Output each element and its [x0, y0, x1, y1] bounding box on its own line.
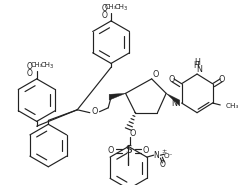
Text: O: O [159, 160, 165, 169]
Text: ±: ± [162, 149, 167, 154]
Text: O: O [152, 70, 159, 79]
Text: N: N [154, 151, 159, 160]
Text: O: O [91, 107, 98, 116]
Text: H: H [193, 61, 199, 70]
Text: CH₃: CH₃ [226, 103, 240, 109]
Text: CH₃: CH₃ [105, 4, 117, 10]
Text: O: O [101, 11, 107, 20]
Text: 3: 3 [124, 6, 127, 11]
Text: O: O [27, 69, 33, 78]
Text: O: O [27, 62, 33, 71]
Text: N: N [171, 99, 177, 108]
Text: CH: CH [41, 62, 51, 68]
Text: O: O [129, 129, 136, 138]
Polygon shape [166, 93, 180, 106]
Text: O: O [219, 75, 225, 84]
Polygon shape [109, 93, 126, 100]
Text: CH₃: CH₃ [31, 62, 43, 68]
Text: O: O [143, 146, 149, 155]
Text: O: O [101, 4, 107, 13]
Text: 3: 3 [49, 64, 53, 69]
Text: CH: CH [115, 4, 125, 10]
Text: H: H [194, 58, 200, 67]
Text: O: O [169, 75, 175, 84]
Text: S: S [125, 145, 132, 155]
Text: O: O [108, 146, 114, 155]
Text: N: N [196, 65, 202, 74]
Text: O⁻: O⁻ [163, 153, 173, 159]
